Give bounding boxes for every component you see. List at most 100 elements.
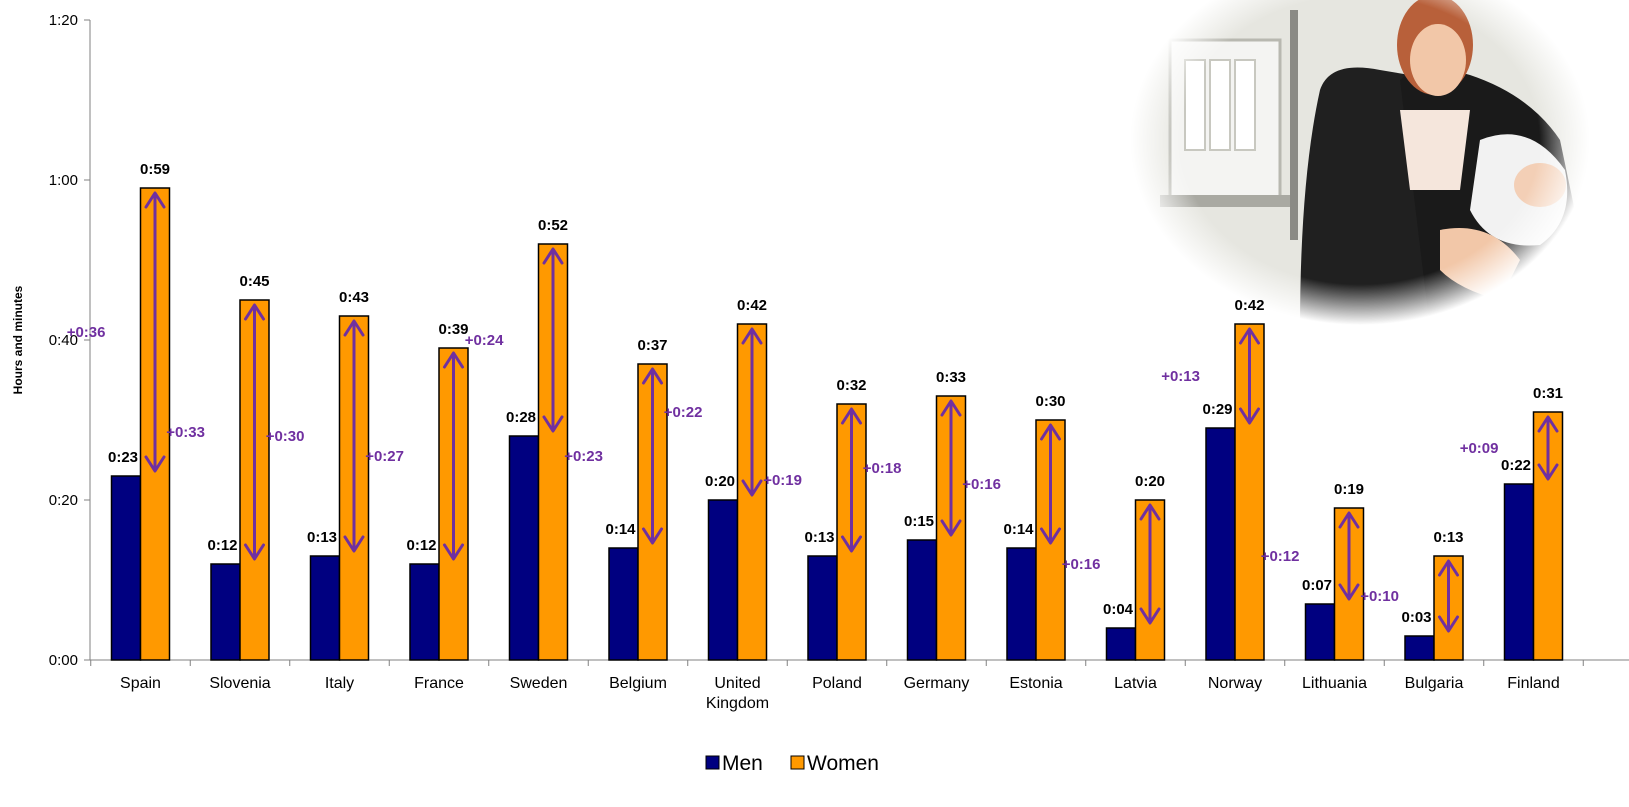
category-label: Bulgaria [1405,675,1464,692]
difference-label: +0:22 [664,404,703,421]
difference-arrow-head-bottom [1438,615,1459,633]
value-label-women: 0:39 [438,321,468,338]
value-label-women: 0:42 [737,297,767,314]
value-label-women: 0:43 [339,289,369,306]
difference-arrow-head-top [841,407,862,425]
difference-arrow-head-bottom [542,415,564,433]
difference-arrow-head-top [1139,503,1161,521]
bar-men [309,555,341,661]
value-label-men: 0:22 [1501,457,1531,474]
difference-arrow-head-top [343,319,365,337]
value-label-men: 0:03 [1401,609,1431,626]
difference-arrow-head-bottom [443,543,464,561]
value-label-women: 0:42 [1234,297,1264,314]
difference-label: +0:27 [365,448,404,465]
difference-arrow-head-top [1537,415,1559,433]
difference-arrow-head-top [741,327,763,345]
legend-label-women: Women [807,752,879,775]
category-label: France [414,675,464,692]
legend: Men Women [705,752,879,775]
value-label-men: 0:04 [1103,601,1134,618]
category-label: Italy [325,675,354,692]
value-label-men: 0:13 [307,529,337,546]
value-label-women: 0:45 [239,273,269,290]
value-label-men: 0:14 [605,521,636,538]
value-label-men: 0:13 [804,529,834,546]
y-tick-label: 0:20 [49,492,78,509]
value-label-women: 0:20 [1135,473,1165,490]
category-label: Finland [1507,675,1559,692]
value-label-women: 0:37 [637,337,667,354]
y-tick-label: 0:00 [49,652,78,669]
category-label: Latvia [1114,675,1157,692]
labels: 0:23 0:59 +0:36 Spain 0:12 0:45 +0:33 Slovenia 0… [67,161,1563,712]
y-axis-label: Hours and minutes [11,285,25,394]
bars [110,187,1564,661]
bar-men [608,547,639,661]
difference-arrow-head-bottom [244,543,265,561]
bar-men [1205,427,1236,661]
difference-arrow-head-bottom [1338,583,1360,601]
category-label: Poland [812,675,862,692]
difference-arrow-head-bottom [841,535,862,553]
difference-label: +0:23 [564,448,603,465]
value-label-men: 0:14 [1003,521,1034,538]
legend-swatch-men [705,755,720,770]
value-label-women: 0:13 [1433,529,1463,546]
difference-arrow-head-bottom [1139,607,1161,625]
y-tick-label: 0:40 [49,332,78,349]
category-label: Slovenia [209,675,270,692]
value-label-men: 0:29 [1202,401,1232,418]
y-tick-label: 1:00 [49,172,78,189]
bar-women [1234,323,1265,661]
value-label-men: 0:07 [1302,577,1332,594]
bar-men [508,435,540,661]
difference-arrow-head-bottom [1239,407,1260,425]
value-label-women: 0:59 [140,161,170,178]
difference-label: +0:13 [1161,368,1200,385]
difference-arrow-head-top [1040,423,1061,441]
difference-label: +0:30 [266,428,305,445]
bar-men [1006,547,1037,661]
difference-arrow-head-top [1338,511,1360,529]
value-label-women: 0:52 [538,217,568,234]
difference-arrows [144,191,1559,633]
bar-men [1105,627,1137,661]
bar-men [1404,635,1435,661]
difference-arrow-head-bottom [343,535,365,553]
difference-arrow-head-top [642,367,663,385]
difference-arrow-head-bottom [642,527,663,545]
value-label-women: 0:19 [1334,481,1364,498]
bar-men [110,475,142,661]
category-label: Norway [1208,675,1262,692]
bar-men [1304,603,1336,661]
difference-arrow-head-bottom [144,455,166,473]
difference-arrow-head-top [144,191,166,209]
difference-arrow-head-top [940,399,962,417]
bar-men [409,563,440,661]
difference-label: +0:16 [962,476,1001,493]
difference-arrow-head-top [244,303,265,321]
value-label-men: 0:12 [406,537,436,554]
value-label-men: 0:23 [108,449,138,466]
difference-label: +0:18 [863,460,902,477]
office-woman-with-baby-photo [1120,0,1600,331]
category-label: Estonia [1009,675,1062,692]
value-label-women: 0:31 [1533,385,1563,402]
y-tick-label: 1:20 [49,12,78,29]
category-label: Kingdom [706,695,769,712]
difference-label: +0:24 [465,332,504,349]
difference-arrow-head-bottom [1040,527,1061,545]
category-label: Lithuania [1302,675,1367,692]
value-label-men: 0:20 [705,473,735,490]
value-label-women: 0:33 [936,369,966,386]
difference-label: +0:16 [1062,556,1101,573]
difference-arrow-head-bottom [741,479,763,497]
legend-label-men: Men [722,752,763,775]
bar-men [807,555,838,661]
value-label-men: 0:28 [506,409,536,426]
bar-men [707,499,739,661]
difference-arrow-head-bottom [940,519,962,537]
